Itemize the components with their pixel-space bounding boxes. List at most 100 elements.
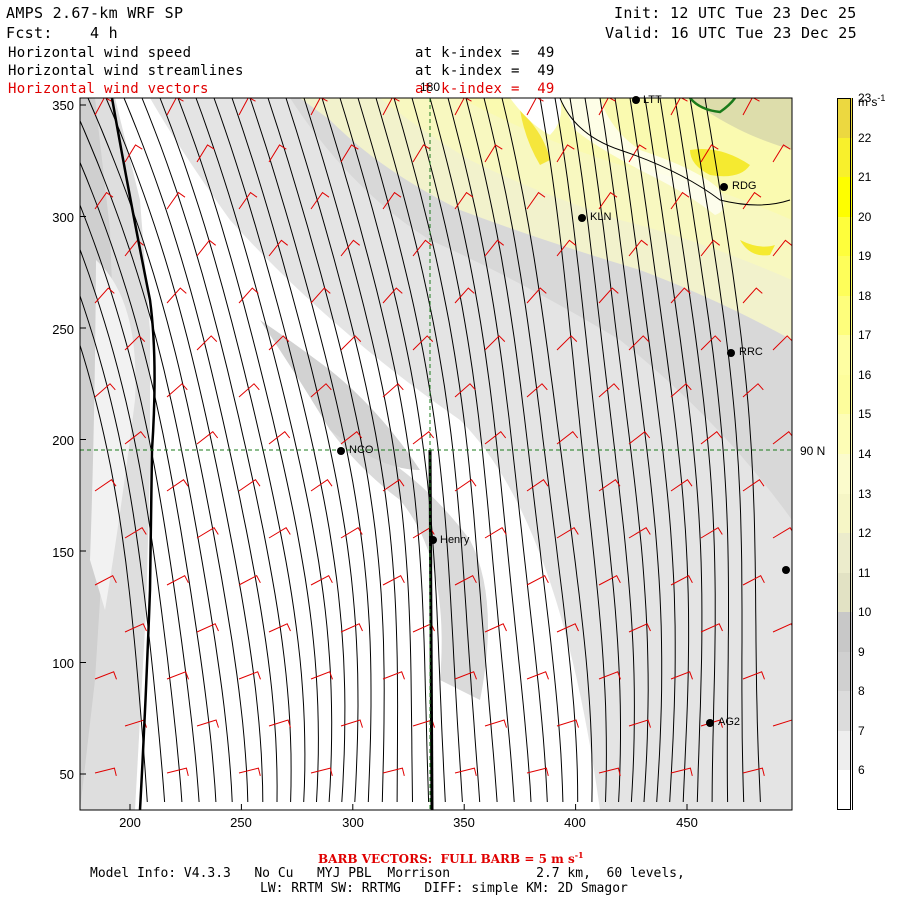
y-tick-label: 200: [52, 433, 74, 448]
wind-barb: [598, 479, 621, 492]
ice-edge-line: [559, 98, 791, 206]
wind-barb: [526, 671, 549, 680]
wind-barb: [484, 335, 506, 351]
wind-barb: [166, 191, 186, 210]
wind-barb: [628, 719, 651, 728]
streamline: [447, 98, 548, 803]
wind-barb: [670, 98, 688, 116]
wind-barb: [310, 767, 333, 777]
y-tick-label: 100: [52, 656, 74, 671]
wind-barb: [94, 767, 117, 777]
contour-thick-central: [428, 449, 434, 810]
wind-barb: [310, 671, 333, 680]
wind-barb: [340, 144, 359, 163]
model-info-line: Model Info: V4.3.3 No Cu MYJ PBL Morriso…: [90, 866, 685, 881]
colorbar-level-label: 12: [858, 526, 872, 541]
wind-barb: [598, 575, 621, 586]
wind-barb: [598, 383, 620, 398]
wind-barb: [556, 719, 579, 728]
wind-barb: [598, 287, 619, 304]
wind-barb: [196, 527, 219, 539]
streamline: [674, 98, 729, 803]
wind-barb: [484, 144, 503, 163]
streamline: [704, 98, 761, 803]
wind-barb: [556, 239, 577, 257]
wind-barb: [196, 239, 217, 257]
y-tick-label: 300: [52, 210, 74, 225]
wind-barb: [556, 527, 579, 539]
wind-barb: [268, 527, 291, 539]
wind-barb: [742, 575, 765, 586]
wind-barb: [742, 98, 760, 116]
y-tick-label: 250: [52, 322, 74, 337]
wind-barb: [670, 479, 693, 492]
wind-barb: [628, 144, 647, 163]
streamline: [689, 98, 745, 803]
wind-barb: [94, 287, 115, 304]
streamline: [303, 98, 413, 803]
wind-barb: [526, 767, 549, 777]
wind-barb: [556, 335, 578, 351]
wind-barb: [124, 623, 147, 633]
wind-barb: [166, 383, 188, 398]
wind-barb: [598, 98, 616, 116]
wind-barb: [772, 430, 792, 445]
wind-barb: [556, 144, 575, 163]
wind-barb: [196, 335, 218, 351]
streamline: [599, 98, 663, 803]
streamline: [285, 98, 399, 803]
wind-barb: [340, 239, 361, 257]
station-label-ltt: LTT: [643, 94, 662, 106]
wind-barb: [124, 335, 146, 351]
wind-barb: [268, 335, 290, 351]
colorbar-unit: m s-1: [858, 93, 886, 109]
wind-barb: [454, 98, 472, 116]
wind-barb: [310, 98, 328, 116]
wind-barb: [742, 767, 765, 777]
wind-barb: [454, 575, 477, 586]
station-marker: [782, 566, 790, 574]
wind-barb: [382, 575, 405, 586]
wind-barb: [700, 144, 719, 163]
wind-barb: [772, 719, 792, 727]
wind-barb: [382, 287, 403, 304]
barb-legend: BARB VECTORS: FULL BARB = 5 m s-1: [318, 850, 584, 866]
wind-barb: [412, 144, 431, 163]
x-tick-label: 400: [564, 815, 586, 830]
wind-barb: [196, 144, 215, 163]
station-marker: [337, 447, 345, 455]
station-label-kln: KLN: [590, 211, 612, 223]
streamline: [80, 343, 148, 803]
init-time: Init: 12 UTC Tue 23 Dec 25: [614, 4, 857, 22]
wind-barb: [742, 479, 765, 492]
wind-barb: [454, 479, 477, 492]
wind-barb: [166, 767, 189, 777]
wind-barb: [670, 575, 693, 586]
colorbar-level-label: 20: [858, 209, 872, 224]
wind-barb: [526, 479, 549, 492]
wind-barb: [742, 671, 765, 680]
wind-barb: [238, 383, 260, 398]
wind-barb: [94, 671, 117, 680]
streamline: [539, 98, 607, 803]
wind-barb: [166, 575, 189, 586]
wind-barb: [310, 383, 332, 398]
wind-barb: [94, 98, 112, 116]
colorbar-level-label: 14: [858, 447, 872, 461]
x-tick-label: 350: [453, 815, 475, 830]
station-label-ag2: AG2: [718, 716, 741, 728]
field-level-speed: at k-index = 49: [415, 45, 555, 61]
forecast-hour: Fcst: 4 h: [6, 24, 118, 42]
wind-barb: [700, 430, 723, 445]
colorbar-level-label: 16: [858, 367, 872, 382]
wind-barb: [598, 191, 618, 210]
streamline: [321, 98, 430, 803]
colorbar-level-label: 13: [858, 486, 872, 501]
wind-barb: [382, 383, 404, 398]
wind-barb: [196, 430, 219, 445]
streamline: [429, 98, 532, 803]
colorbar-level-label: 18: [858, 288, 872, 303]
wind-barb: [484, 527, 507, 539]
wind-barb: [742, 383, 764, 398]
wind-barb: [124, 430, 147, 445]
